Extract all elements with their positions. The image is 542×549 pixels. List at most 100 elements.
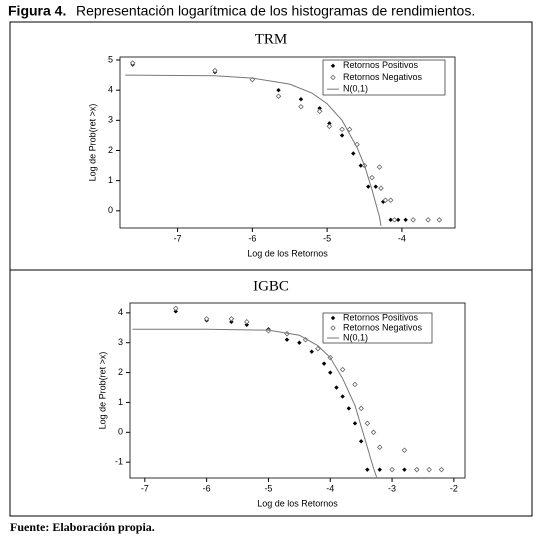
caption-label: Figura 4. bbox=[8, 3, 66, 19]
point bbox=[339, 126, 345, 133]
point bbox=[212, 67, 218, 74]
y-tick-label: 2 bbox=[108, 145, 113, 155]
point bbox=[321, 361, 327, 366]
y-tick-label: -1 bbox=[115, 457, 123, 467]
point bbox=[438, 466, 445, 473]
y-tick-label: 3 bbox=[118, 337, 123, 347]
point bbox=[391, 217, 398, 223]
x-tick-label: -2 bbox=[450, 483, 458, 493]
point bbox=[276, 87, 281, 93]
x-tick-label: -5 bbox=[264, 483, 272, 493]
point bbox=[366, 184, 371, 189]
point bbox=[425, 217, 431, 223]
point bbox=[414, 466, 420, 473]
legend-label: Retornos Negativos bbox=[343, 72, 423, 82]
point bbox=[330, 315, 336, 321]
y-tick-label: 1 bbox=[108, 175, 113, 185]
y-tick-label: 0 bbox=[118, 427, 123, 437]
y-axis-label: Log de Prob(ret >x) bbox=[87, 104, 97, 182]
x-tick-label: -4 bbox=[326, 483, 334, 493]
point bbox=[129, 60, 136, 66]
point bbox=[401, 447, 408, 453]
point bbox=[358, 439, 364, 444]
point bbox=[244, 322, 250, 328]
point bbox=[228, 316, 235, 322]
legend-label: Retornos Positivos bbox=[343, 60, 419, 70]
legend-label: N(0,1) bbox=[343, 84, 368, 94]
point bbox=[203, 316, 210, 322]
point bbox=[298, 103, 304, 110]
point bbox=[330, 325, 336, 331]
x-axis-label: Log de los Retornos bbox=[257, 498, 338, 508]
point bbox=[373, 184, 378, 189]
x-tick-label: -3 bbox=[388, 483, 396, 493]
point bbox=[352, 381, 358, 388]
point bbox=[352, 421, 358, 426]
point bbox=[330, 63, 336, 69]
point bbox=[326, 123, 333, 130]
point bbox=[365, 467, 370, 472]
point bbox=[315, 345, 321, 352]
point bbox=[370, 429, 377, 436]
point bbox=[395, 217, 401, 223]
y-tick-label: 3 bbox=[108, 115, 113, 125]
point bbox=[309, 349, 314, 354]
point bbox=[298, 97, 304, 102]
x-tick-label: -5 bbox=[323, 233, 331, 243]
line bbox=[125, 74, 382, 226]
point bbox=[172, 305, 179, 312]
point bbox=[173, 309, 178, 314]
point bbox=[382, 197, 389, 204]
y-tick-label: 4 bbox=[118, 307, 123, 317]
point bbox=[387, 197, 394, 204]
point bbox=[330, 74, 336, 81]
chart-title: IGBC bbox=[253, 278, 289, 294]
y-tick-label: 4 bbox=[108, 85, 113, 95]
point bbox=[410, 217, 416, 223]
legend-label: N(0,1) bbox=[343, 332, 368, 342]
point bbox=[229, 319, 234, 325]
point bbox=[339, 133, 345, 138]
x-tick-label: -7 bbox=[141, 483, 149, 493]
point bbox=[369, 174, 375, 181]
point bbox=[275, 93, 282, 99]
point bbox=[317, 106, 322, 111]
point bbox=[389, 466, 395, 473]
legend-label: Retornos Negativos bbox=[343, 322, 423, 332]
point bbox=[334, 385, 339, 390]
point bbox=[378, 185, 384, 191]
point bbox=[346, 126, 353, 133]
x-tick-label: -6 bbox=[248, 233, 256, 243]
point bbox=[316, 108, 323, 115]
point bbox=[364, 420, 371, 427]
y-axis-label: Log de Prob(ret >x) bbox=[97, 352, 107, 430]
chart-title: TRM bbox=[255, 31, 288, 47]
point bbox=[403, 217, 408, 223]
legend-frame bbox=[322, 59, 446, 96]
point bbox=[244, 319, 250, 325]
y-tick-label: 0 bbox=[108, 205, 113, 215]
point bbox=[297, 340, 302, 345]
point bbox=[402, 467, 407, 472]
y-tick-label: 2 bbox=[118, 367, 123, 377]
caption: Representación logarítmica de los histog… bbox=[76, 3, 475, 19]
point bbox=[376, 444, 383, 451]
point bbox=[328, 370, 333, 375]
source: Fuente: Elaboración propia. bbox=[10, 520, 155, 534]
point bbox=[377, 467, 382, 472]
x-axis-label: Log de los Retornos bbox=[247, 248, 328, 258]
y-tick-label: 1 bbox=[118, 397, 123, 407]
point bbox=[426, 466, 432, 473]
point bbox=[436, 217, 443, 223]
x-tick-label: -7 bbox=[174, 233, 182, 243]
x-tick-label: -4 bbox=[398, 233, 406, 243]
point bbox=[388, 217, 393, 223]
point bbox=[340, 394, 345, 399]
point bbox=[351, 151, 356, 156]
legend-label: Retornos Positivos bbox=[343, 312, 419, 322]
point bbox=[284, 337, 290, 342]
legend-frame bbox=[322, 312, 433, 344]
plot-frame bbox=[129, 302, 466, 479]
figure-frame bbox=[9, 21, 533, 517]
